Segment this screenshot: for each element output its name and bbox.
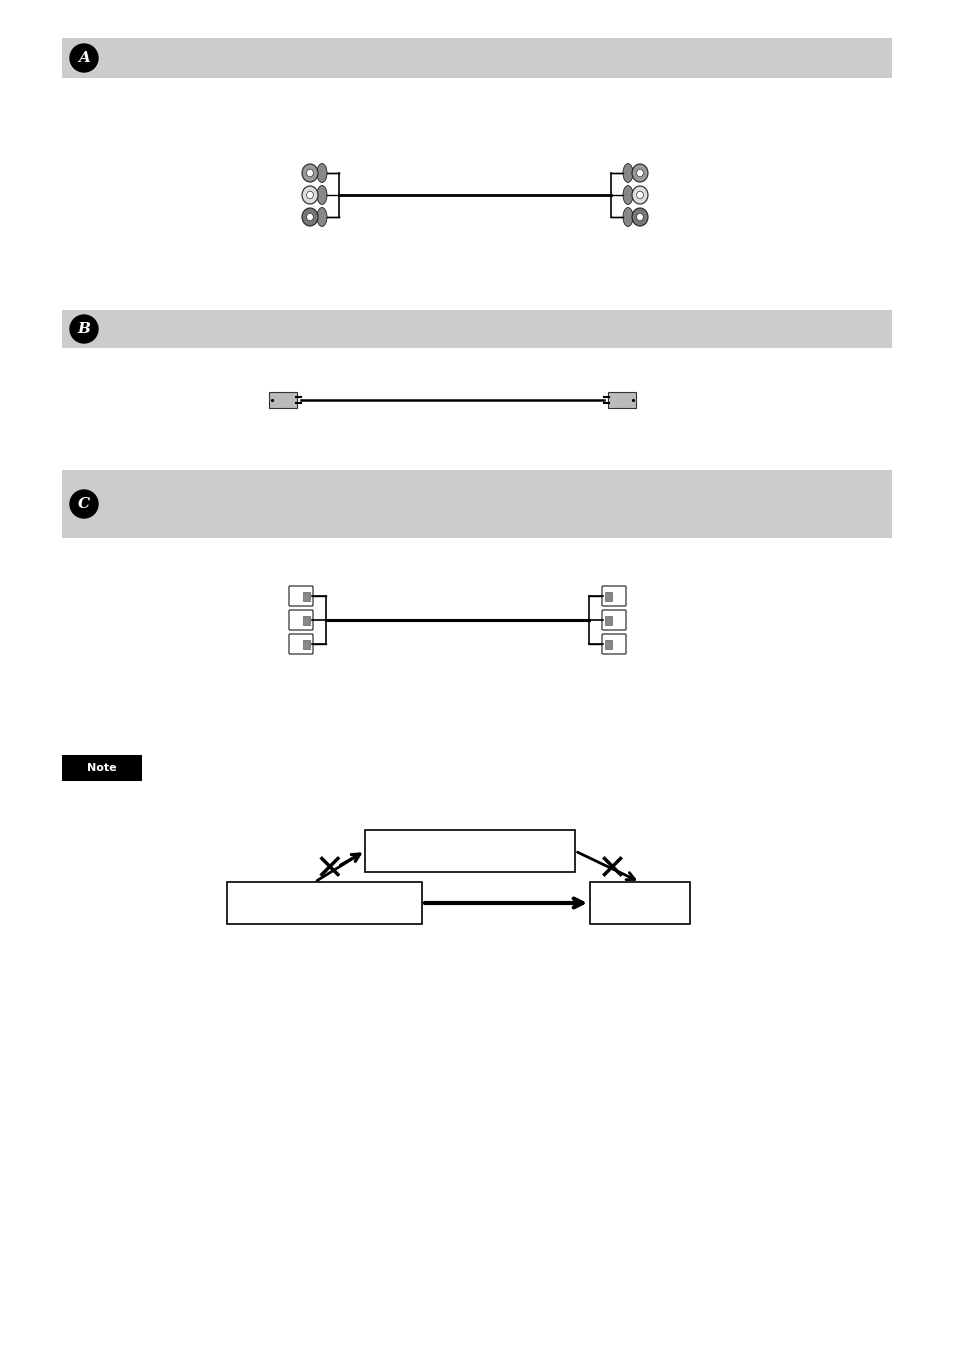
- FancyBboxPatch shape: [289, 610, 313, 630]
- FancyBboxPatch shape: [604, 615, 611, 625]
- Text: C: C: [78, 498, 90, 511]
- Ellipse shape: [316, 185, 327, 204]
- Ellipse shape: [631, 208, 647, 226]
- Ellipse shape: [622, 208, 633, 226]
- Circle shape: [70, 315, 98, 343]
- Ellipse shape: [306, 191, 313, 199]
- FancyBboxPatch shape: [601, 610, 625, 630]
- FancyBboxPatch shape: [303, 592, 310, 600]
- FancyBboxPatch shape: [601, 634, 625, 654]
- Ellipse shape: [302, 187, 317, 204]
- FancyBboxPatch shape: [601, 585, 625, 606]
- Bar: [365, 830, 575, 872]
- Text: B: B: [77, 322, 91, 337]
- Bar: [62, 310, 891, 347]
- Ellipse shape: [316, 164, 327, 183]
- FancyBboxPatch shape: [303, 639, 310, 649]
- Ellipse shape: [302, 164, 317, 183]
- FancyBboxPatch shape: [604, 639, 611, 649]
- Circle shape: [70, 45, 98, 72]
- Text: Note: Note: [87, 763, 116, 773]
- FancyBboxPatch shape: [604, 592, 611, 600]
- FancyBboxPatch shape: [269, 392, 296, 408]
- Ellipse shape: [636, 191, 642, 199]
- Ellipse shape: [636, 214, 642, 220]
- Bar: [62, 38, 891, 78]
- Ellipse shape: [302, 208, 317, 226]
- Bar: [589, 882, 689, 923]
- Ellipse shape: [631, 187, 647, 204]
- Bar: [227, 882, 421, 923]
- Bar: [62, 754, 142, 781]
- Text: A: A: [78, 51, 90, 65]
- Ellipse shape: [636, 169, 642, 177]
- Bar: [62, 470, 891, 538]
- FancyBboxPatch shape: [607, 392, 636, 408]
- FancyBboxPatch shape: [289, 634, 313, 654]
- Ellipse shape: [622, 164, 633, 183]
- Ellipse shape: [631, 164, 647, 183]
- Ellipse shape: [306, 214, 313, 220]
- Ellipse shape: [622, 185, 633, 204]
- Ellipse shape: [316, 208, 327, 226]
- FancyBboxPatch shape: [303, 615, 310, 625]
- FancyBboxPatch shape: [289, 585, 313, 606]
- Circle shape: [70, 489, 98, 518]
- Ellipse shape: [306, 169, 313, 177]
